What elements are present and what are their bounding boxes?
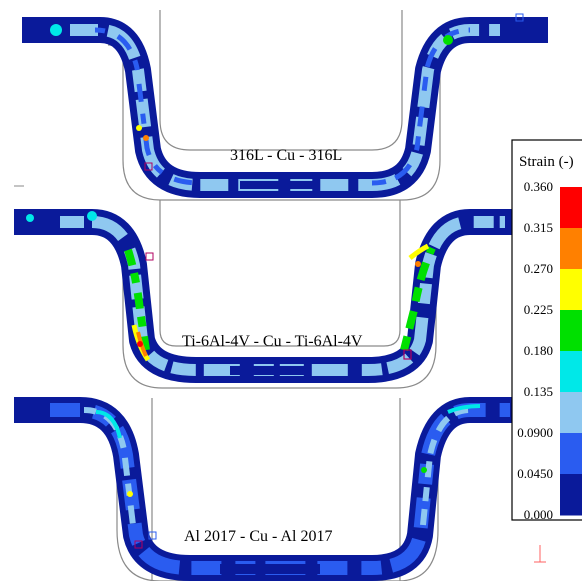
strip-2-yellow-right	[408, 243, 430, 260]
legend-tick-label: 0.180	[524, 343, 553, 358]
marker-square-1b	[515, 13, 524, 22]
punch-outline-1	[159, 10, 403, 151]
panel-3-label: Al 2017 - Cu - Al 2017	[184, 528, 332, 545]
strip-3-cyan-right	[447, 404, 481, 414]
legend-title: Strain (-)	[519, 154, 574, 170]
strain-legend: Strain (-) 0.360 0.315 0.270 0.225 0.180 0.13…	[511, 139, 582, 522]
punch-outline-2	[159, 200, 401, 347]
hotspot-1c	[136, 125, 142, 131]
marker-square-3a	[134, 540, 143, 549]
strip-3-cyan-left	[95, 410, 122, 439]
hotspot-3a	[127, 491, 133, 497]
legend-tick-label: 0.315	[524, 220, 553, 235]
strip-2-bottom-core	[230, 366, 310, 375]
legend-tick-label: 0.360	[524, 179, 553, 194]
legend-band	[560, 433, 582, 475]
legend-tick-label: 0.225	[524, 302, 553, 317]
hotspot-3b	[421, 467, 427, 473]
hotspot-2b	[415, 261, 421, 267]
panel-1-label: 316L - Cu - 316L	[230, 147, 342, 164]
strip-3-mid-b	[420, 407, 471, 526]
panel-2: Ti-6Al-4V - Cu - Ti-6Al-4V	[14, 200, 548, 389]
strip-1-inner	[94, 27, 201, 186]
legend-band	[560, 269, 582, 311]
hotspot-1a	[50, 24, 62, 36]
legend-tick-label: 0.270	[524, 261, 553, 276]
legend-tick-labels: 0.360 0.315 0.270 0.225 0.180 0.135 0.0900 0.04…	[517, 179, 553, 522]
hotspot-2a	[137, 341, 143, 347]
legend-color-bands	[560, 187, 582, 516]
legend-band	[560, 228, 582, 270]
legend-tick-label: 0.135	[524, 384, 553, 399]
legend-tick-label: 0.0450	[517, 466, 553, 481]
strip-2-green-left	[124, 248, 150, 351]
marker-square-2b	[403, 349, 412, 360]
punch-outline-3	[151, 398, 401, 581]
marker-square-1a	[144, 162, 153, 171]
legend-band	[560, 187, 582, 229]
legend-band	[560, 392, 582, 434]
marker-square-2a	[145, 252, 154, 261]
hotspot-2c	[87, 211, 97, 221]
panel-2-label: Ti-6Al-4V - Cu - Ti-6Al-4V	[182, 333, 363, 350]
strip-1-inner-b	[371, 27, 471, 186]
hotspot-2d	[26, 214, 34, 222]
legend-tick-label: 0.000	[524, 507, 553, 522]
marker-square-3b	[148, 531, 157, 540]
legend-band	[560, 351, 582, 393]
hotspot-1d	[143, 135, 149, 141]
panel-1: 316L - Cu - 316L	[22, 10, 548, 201]
panel-3: Al 2017 - Cu - Al 2017	[14, 397, 548, 581]
red-mark	[534, 545, 546, 563]
legend-band	[560, 474, 582, 516]
legend-band	[560, 310, 582, 352]
strip-1-bottom-core	[240, 181, 320, 189]
legend-tick-label: 0.0900	[517, 425, 553, 440]
strip-3-bottom-core	[220, 564, 320, 574]
hotspot-1b	[443, 35, 453, 45]
